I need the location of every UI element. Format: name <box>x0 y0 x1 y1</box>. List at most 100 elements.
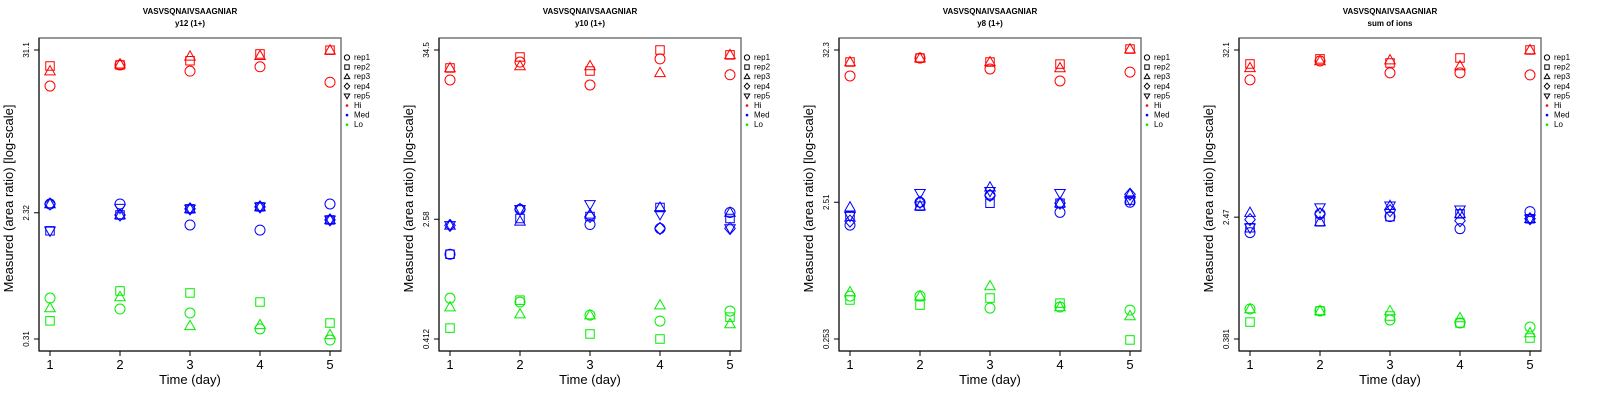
data-point <box>1123 187 1137 199</box>
data-point <box>843 200 857 212</box>
series-lo-rep3 <box>443 298 737 329</box>
data-point <box>1455 318 1465 328</box>
legend-label: Hi <box>1554 101 1562 110</box>
data-point <box>653 298 667 310</box>
x-tick-label: 5 <box>326 357 333 372</box>
chart-subtitle: y12 (1+) <box>175 19 205 28</box>
series-hi-rep3 <box>443 48 737 78</box>
data-point <box>1124 196 1136 208</box>
data-point <box>654 222 666 234</box>
data-point <box>1123 195 1137 207</box>
legend-marker-rep1 <box>1143 54 1151 61</box>
data-point <box>183 49 197 61</box>
data-point <box>445 323 455 333</box>
data-point <box>1245 317 1255 327</box>
data-point <box>1053 300 1067 312</box>
data-point <box>653 66 667 78</box>
data-point <box>115 60 125 70</box>
legend-label: rep2 <box>754 63 771 72</box>
data-point <box>585 329 595 339</box>
data-point <box>1123 42 1137 54</box>
data-point <box>43 64 57 76</box>
data-point <box>653 200 667 212</box>
legend-marker-rep4 <box>1543 82 1551 91</box>
x-tick-label: 3 <box>186 357 193 372</box>
data-point <box>113 208 127 220</box>
legend-label: rep3 <box>354 72 371 81</box>
data-point <box>1053 61 1067 73</box>
series-med-rep2 <box>1245 209 1535 233</box>
legend-label: Med <box>1154 111 1170 120</box>
x-axis-label: Time (day) <box>159 372 221 387</box>
data-point <box>983 186 997 198</box>
plot-frame <box>38 37 342 352</box>
data-point <box>513 59 527 71</box>
legend-dot-lo <box>1545 123 1549 126</box>
series-lo-rep2 <box>445 295 735 344</box>
data-point <box>915 300 925 310</box>
legend-label: rep5 <box>754 91 771 100</box>
series-med-rep4 <box>844 187 1136 228</box>
data-point <box>985 198 995 208</box>
data-point <box>114 208 126 222</box>
data-point <box>254 224 266 236</box>
legend-dot-med <box>1145 113 1149 117</box>
data-point <box>985 293 995 303</box>
series-lo-rep1 <box>1244 303 1536 333</box>
data-point <box>1054 75 1066 87</box>
chart-subtitle: y8 (1+) <box>977 19 1003 28</box>
data-point <box>1243 302 1257 314</box>
legend-label: rep4 <box>354 82 371 91</box>
series-med-rep5 <box>1243 201 1537 235</box>
x-tick-label: 1 <box>46 357 53 372</box>
data-point <box>513 307 527 319</box>
data-point <box>724 305 736 317</box>
data-point <box>1055 59 1065 69</box>
data-point <box>1124 187 1136 202</box>
legend-dot-med <box>1545 113 1549 117</box>
data-point <box>983 55 997 67</box>
data-point <box>725 213 735 224</box>
legend-label: rep1 <box>754 53 771 62</box>
data-point <box>1523 214 1537 226</box>
data-point <box>1385 311 1395 321</box>
series-med-rep3 <box>1243 199 1537 227</box>
panel-2: VASVSQNAIVSAAGNIAR y10 (1+) 0.412 2.58 34.5 1… <box>401 7 771 387</box>
data-point <box>725 312 735 322</box>
legend-label: rep5 <box>1154 91 1171 100</box>
data-point <box>44 80 56 92</box>
chart-title: VASVSQNAIVSAAGNIAR <box>543 7 638 16</box>
data-point <box>1383 199 1397 211</box>
legend-label: Lo <box>354 120 363 129</box>
data-point <box>1453 205 1467 217</box>
data-point <box>1244 227 1256 239</box>
data-point <box>1243 206 1257 217</box>
plot-frame <box>438 37 742 352</box>
y-tick-label: 2.47 <box>1222 209 1231 225</box>
data-point <box>1383 304 1397 316</box>
legend-label: Hi <box>354 101 362 110</box>
data-point <box>1243 223 1257 235</box>
data-point <box>1525 333 1535 343</box>
data-point <box>984 302 996 314</box>
y-tick-label: 32.3 <box>822 42 831 58</box>
data-point <box>844 70 856 82</box>
legend-marker-rep2 <box>344 64 350 70</box>
legend-label: rep1 <box>1154 53 1171 62</box>
legend-marker-rep3 <box>1543 72 1551 80</box>
series-hi-rep3 <box>843 42 1137 73</box>
legend-label: rep5 <box>1554 91 1571 100</box>
plot-frame <box>1238 37 1542 352</box>
series-lo-rep1 <box>844 290 1136 316</box>
legend-marker-rep4 <box>743 82 751 91</box>
data-point <box>325 318 335 328</box>
legend-label: Hi <box>1154 101 1162 110</box>
data-point <box>1313 304 1327 316</box>
legend-dot-med <box>345 113 349 117</box>
x-tick-label: 4 <box>1056 357 1063 372</box>
chart-subtitle: y10 (1+) <box>575 19 605 28</box>
series-med-rep5 <box>43 202 337 238</box>
data-point <box>913 51 927 63</box>
legend-label: rep2 <box>1154 63 1171 72</box>
